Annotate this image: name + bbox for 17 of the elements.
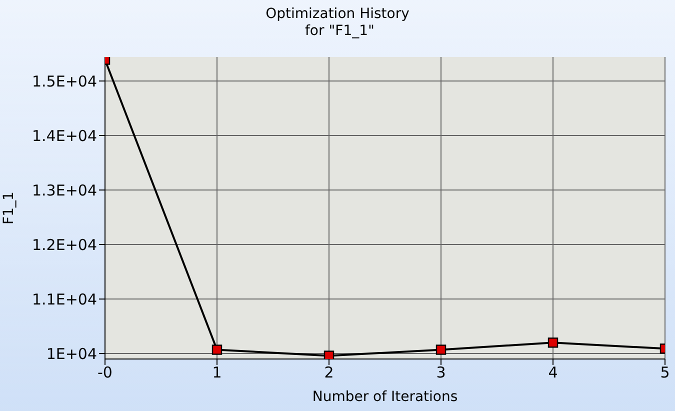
x-tick-label: -0 (98, 364, 112, 382)
y-tick-label: 1.2E+04 (32, 236, 97, 254)
x-tick-label: 4 (548, 364, 558, 382)
y-tick-label: 1E+04 (46, 344, 97, 363)
x-tick-label: 3 (436, 364, 446, 382)
y-tick-label: 1.5E+04 (32, 72, 97, 90)
y-tick-label: 1.3E+04 (32, 181, 97, 200)
x-axis-title: Number of Iterations (312, 389, 458, 405)
x-tick-label: 1 (212, 364, 222, 382)
x-tick-label: 2 (324, 364, 334, 382)
point (436, 344, 446, 355)
x-tick-label: 5 (660, 364, 670, 382)
y-tick-label: 1.4E+04 (32, 126, 97, 145)
chart-title: Optimization History for "F1_1" (264, 6, 410, 40)
y-axis-title: F1_1 (0, 192, 17, 224)
point (324, 350, 334, 359)
y-tick-label: 1.1E+04 (32, 290, 97, 308)
